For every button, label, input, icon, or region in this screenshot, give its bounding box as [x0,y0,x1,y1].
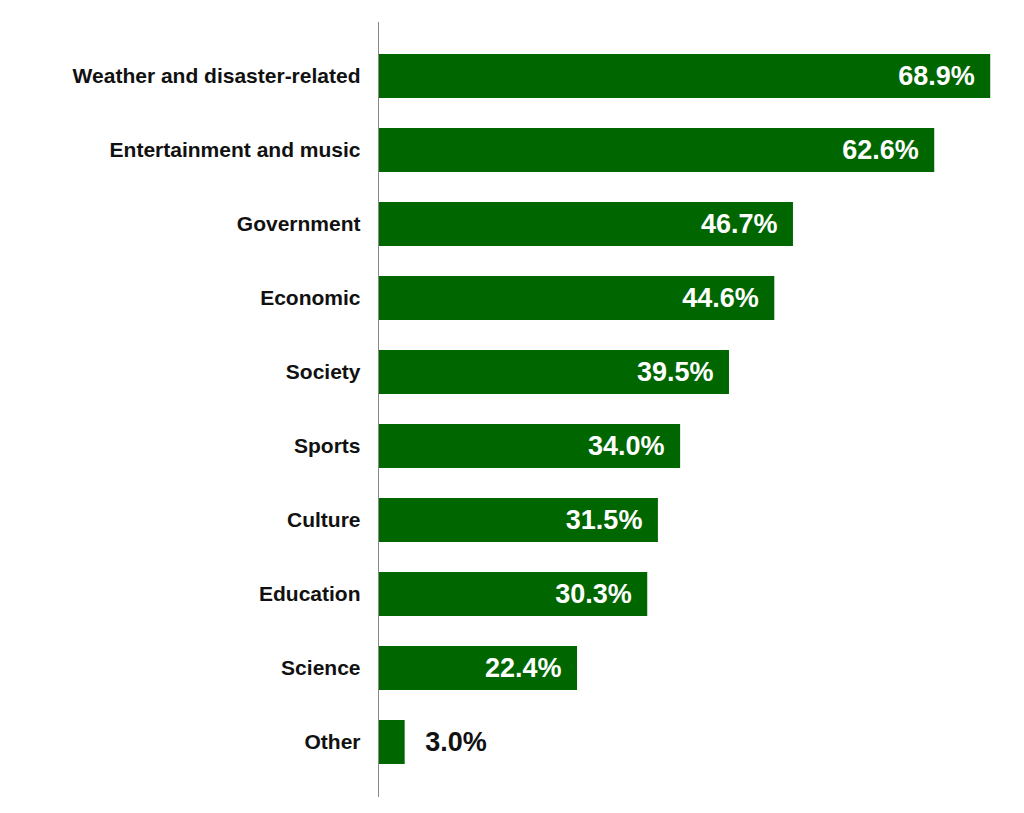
svg-text:68.9%: 68.9% [898,61,975,91]
svg-text:22.4%: 22.4% [485,653,562,683]
svg-text:Economic: Economic [260,286,361,309]
svg-text:Science: Science [281,656,360,679]
svg-text:Entertainment and music: Entertainment and music [110,138,361,161]
svg-text:46.7%: 46.7% [701,209,778,239]
svg-text:Culture: Culture [287,508,361,531]
svg-text:31.5%: 31.5% [566,505,643,535]
svg-text:Other: Other [304,730,360,753]
svg-text:62.6%: 62.6% [842,135,919,165]
svg-text:Sports: Sports [294,434,361,457]
svg-text:44.6%: 44.6% [682,283,759,313]
svg-text:Government: Government [237,212,361,235]
svg-text:Society: Society [286,360,361,383]
svg-text:Weather and disaster-related: Weather and disaster-related [73,64,361,87]
svg-text:Education: Education [259,582,361,605]
svg-text:39.5%: 39.5% [637,357,714,387]
svg-text:34.0%: 34.0% [588,431,665,461]
svg-text:3.0%: 3.0% [425,727,487,757]
svg-text:30.3%: 30.3% [555,579,632,609]
